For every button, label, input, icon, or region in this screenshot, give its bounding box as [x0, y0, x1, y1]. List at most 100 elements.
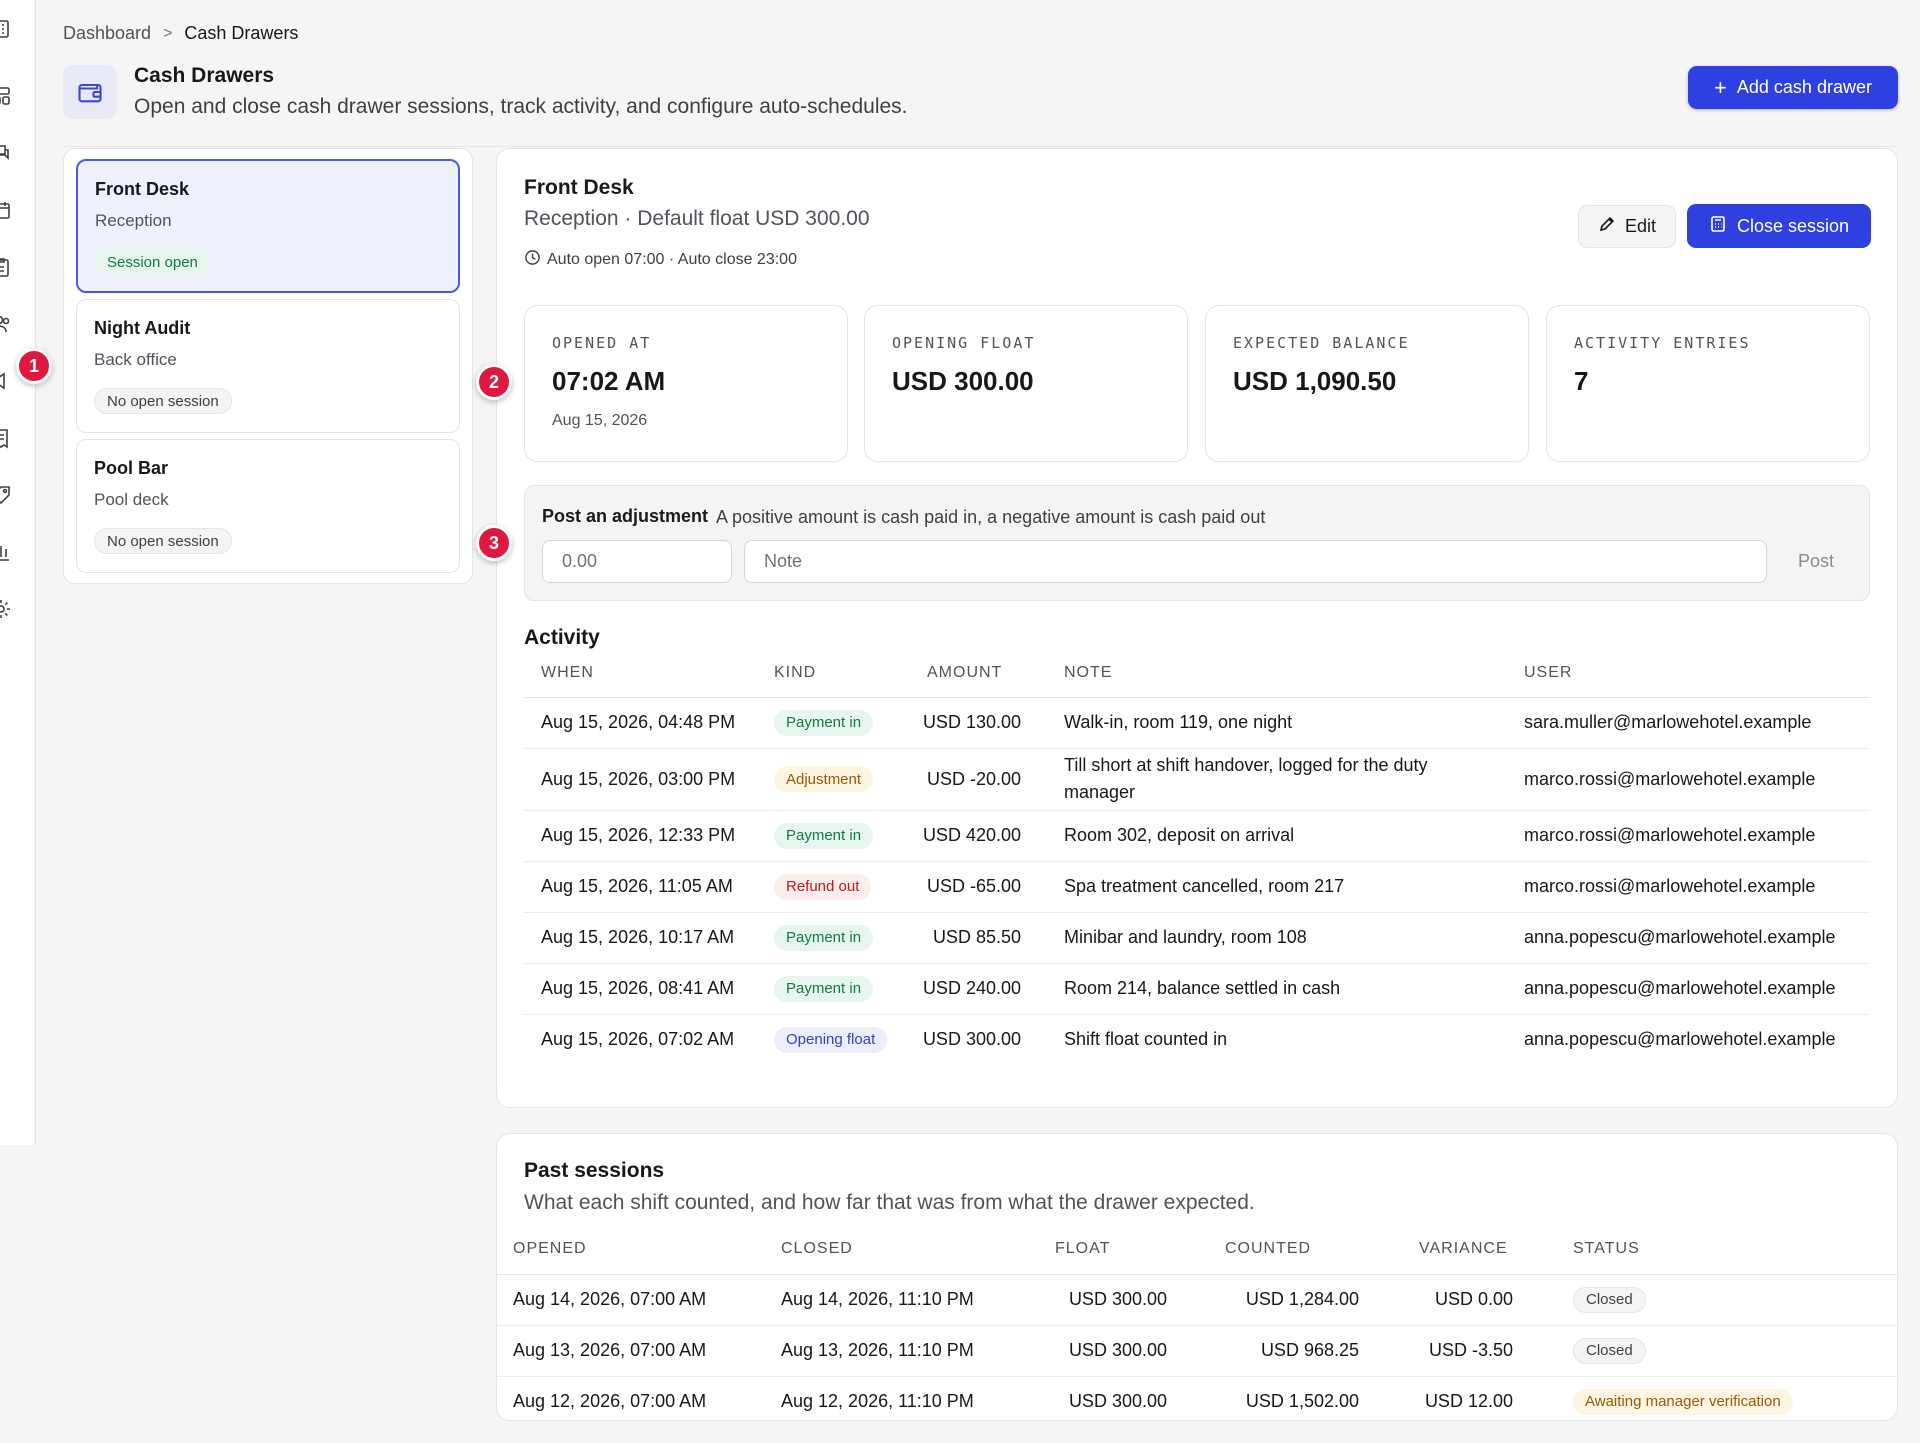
- cell-note: Minibar and laundry, room 108: [1047, 912, 1507, 964]
- table-row[interactable]: Aug 13, 2026, 07:00 AM Aug 13, 2026, 11:1…: [497, 1325, 1897, 1377]
- cell-note: Room 302, deposit on arrival: [1047, 810, 1507, 862]
- chat-icon[interactable]: [0, 142, 12, 164]
- drawer-card-front-desk[interactable]: Front Desk Reception Session open: [76, 159, 460, 293]
- breadcrumb-dashboard-link[interactable]: Dashboard: [63, 23, 152, 43]
- table-row[interactable]: Aug 12, 2026, 07:00 AM Aug 12, 2026, 11:1…: [497, 1376, 1897, 1420]
- stat-sub: Aug 15, 2026: [552, 412, 648, 429]
- amount-input[interactable]: [542, 540, 732, 583]
- cell-when: Aug 15, 2026, 11:05 AM: [524, 861, 757, 913]
- table-row[interactable]: Aug 15, 2026, 04:48 PM Payment in USD 130.…: [524, 697, 1870, 749]
- column-header-when[interactable]: WHEN: [524, 649, 757, 698]
- stat-value: USD 300.00: [892, 366, 1034, 396]
- note-input[interactable]: [744, 540, 1767, 583]
- cell-user: anna.popescu@marlowehotel.example: [1507, 912, 1870, 964]
- column-header-opened[interactable]: OPENED: [497, 1224, 781, 1275]
- table-row[interactable]: Aug 15, 2026, 11:05 AM Refund out USD -65.…: [524, 861, 1870, 913]
- calendar-icon[interactable]: [0, 199, 12, 221]
- post-button[interactable]: Post: [1780, 540, 1852, 583]
- kind-badge: Opening float: [774, 1026, 888, 1053]
- cell-amount: USD 300.00: [922, 1029, 1021, 1050]
- table-row[interactable]: Aug 15, 2026, 03:00 PM Adjustment USD -20.…: [524, 748, 1870, 811]
- kind-badge: Payment in: [774, 709, 874, 736]
- table-row[interactable]: Aug 15, 2026, 07:02 AM Opening float USD 3…: [524, 1014, 1870, 1065]
- column-header-kind[interactable]: KIND: [757, 649, 910, 698]
- cell-when: Aug 15, 2026, 04:48 PM: [524, 697, 757, 749]
- status-badge: Closed: [1573, 1337, 1646, 1364]
- activity-table: WHEN KIND AMOUNT NOTE USER Aug 15, 2026,…: [524, 649, 1870, 1065]
- status-badge: Awaiting manager verification: [1573, 1388, 1793, 1415]
- plus-icon: +: [1714, 74, 1727, 100]
- column-header-status[interactable]: STATUS: [1543, 1224, 1897, 1275]
- cell-kind: Payment in: [757, 697, 910, 749]
- breadcrumb-current: Cash Drawers: [184, 23, 299, 43]
- bar-chart-icon[interactable]: [0, 541, 12, 563]
- close-session-label: Close session: [1736, 215, 1850, 236]
- drawer-location: Pool deck: [94, 490, 169, 509]
- cell-kind: Adjustment: [757, 748, 910, 811]
- past-sessions: Past sessions What each shift counted, a…: [496, 1133, 1898, 1421]
- past-sessions-title: Past sessions: [524, 1159, 665, 1182]
- adjustment-form: Post an adjustment A positive amount is …: [524, 485, 1870, 601]
- stat-label: OPENING FLOAT: [892, 334, 1036, 352]
- kind-badge: Refund out: [774, 873, 872, 900]
- table-row[interactable]: Aug 15, 2026, 10:17 AM Payment in USD 85.5…: [524, 912, 1870, 964]
- receipt-icon[interactable]: [0, 427, 12, 449]
- adjustment-hint: A positive amount is cash paid in, a neg…: [716, 507, 1266, 527]
- column-header-amount[interactable]: AMOUNT: [910, 649, 1047, 698]
- cell-when: Aug 15, 2026, 08:41 AM: [524, 963, 757, 1015]
- cell-amount: USD 420.00: [910, 810, 1047, 862]
- wallet-icon: [63, 65, 117, 119]
- drawer-location: Reception: [95, 211, 172, 230]
- drawer-name: Pool Bar: [94, 458, 169, 478]
- building-icon[interactable]: [0, 18, 12, 40]
- cell-opened: Aug 13, 2026, 07:00 AM: [497, 1325, 781, 1377]
- calculator-icon: [1709, 215, 1727, 238]
- table-row[interactable]: Aug 15, 2026, 12:33 PM Payment in USD 420.…: [524, 810, 1870, 862]
- chevron-right-icon: >: [163, 24, 173, 42]
- column-header-counted[interactable]: COUNTED: [1197, 1224, 1389, 1275]
- drawer-card-pool-bar[interactable]: Pool Bar Pool deck No open session: [76, 439, 460, 573]
- past-sessions-table: OPENED CLOSED FLOAT COUNTED VARIANCE STA…: [497, 1224, 1897, 1420]
- cell-amount: USD -65.00: [910, 861, 1047, 913]
- cell-user: anna.popescu@marlowehotel.example: [1524, 1029, 1836, 1050]
- cell-variance: USD -3.50: [1389, 1325, 1543, 1377]
- column-header-float[interactable]: FLOAT: [1055, 1224, 1197, 1275]
- table-row[interactable]: Aug 14, 2026, 07:00 AM Aug 14, 2026, 11:1…: [497, 1274, 1897, 1326]
- cell-kind: Payment in: [757, 963, 910, 1015]
- drawer-detail: Front Desk Reception · Default float USD…: [496, 148, 1898, 1108]
- stat-label: ACTIVITY ENTRIES: [1574, 334, 1751, 352]
- close-session-button[interactable]: Close session: [1687, 204, 1871, 248]
- kind-badge: Adjustment: [774, 766, 874, 792]
- column-header-user[interactable]: USER: [1507, 649, 1870, 698]
- page-title: Cash Drawers: [134, 64, 275, 87]
- gear-icon[interactable]: [0, 598, 12, 620]
- clipboard-icon[interactable]: [0, 256, 12, 278]
- status-badge: Closed: [1573, 1286, 1646, 1313]
- activity-header-row: WHEN KIND AMOUNT NOTE USER: [524, 649, 1870, 698]
- edit-button[interactable]: Edit: [1578, 205, 1676, 248]
- step-marker-3: 3: [476, 525, 512, 561]
- column-header-note[interactable]: NOTE: [1047, 649, 1507, 698]
- megaphone-icon[interactable]: [0, 370, 12, 392]
- step-marker-2: 2: [476, 364, 512, 400]
- adjustment-title: Post an adjustment: [542, 506, 709, 526]
- stat-label: EXPECTED BALANCE: [1233, 334, 1410, 352]
- tag-icon[interactable]: [0, 484, 12, 506]
- add-cash-drawer-button[interactable]: + Add cash drawer: [1688, 66, 1898, 109]
- cell-status: Awaiting manager verification: [1543, 1376, 1897, 1420]
- table-row[interactable]: Aug 15, 2026, 08:41 AM Payment in USD 240.…: [524, 963, 1870, 1015]
- cell-when: Aug 15, 2026, 10:17 AM: [524, 912, 757, 964]
- layout-icon[interactable]: [0, 85, 12, 107]
- column-header-closed[interactable]: CLOSED: [781, 1224, 1055, 1275]
- drawer-name: Front Desk: [95, 179, 190, 199]
- cell-counted: USD 1,502.00: [1245, 1391, 1359, 1412]
- column-header-variance[interactable]: VARIANCE: [1389, 1224, 1543, 1275]
- users-icon[interactable]: [0, 313, 12, 335]
- cell-user: marco.rossi@marlowehotel.example: [1507, 861, 1870, 913]
- cell-user: marco.rossi@marlowehotel.example: [1507, 748, 1870, 811]
- breadcrumb: Dashboard > Cash Drawers: [63, 23, 298, 44]
- cell-closed: Aug 12, 2026, 11:10 PM: [781, 1391, 974, 1412]
- clock-icon: [524, 249, 541, 271]
- drawer-card-night-audit[interactable]: Night Audit Back office No open session: [76, 299, 460, 433]
- stat-activity-entries: ACTIVITY ENTRIES 7: [1546, 305, 1870, 462]
